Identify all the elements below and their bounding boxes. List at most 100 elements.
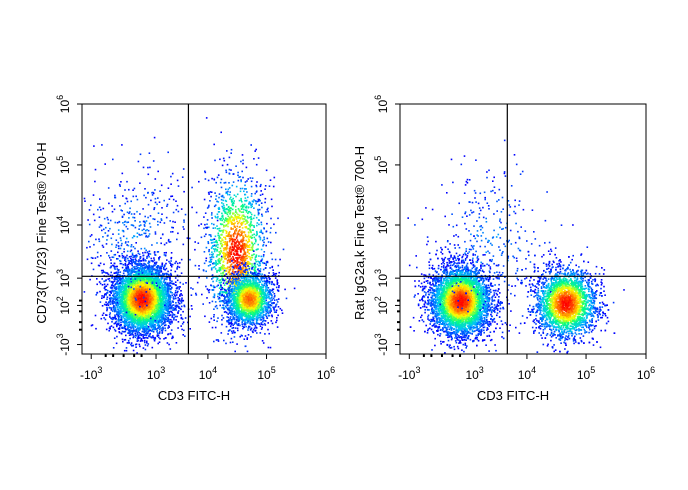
event-dot [137,327,140,330]
event-dot [112,347,115,349]
event-dot [148,293,151,295]
event-dot [180,317,183,320]
event-dot [146,257,148,259]
event-dot [135,311,138,313]
event-dot [119,262,122,265]
event-dot [161,283,163,285]
event-dot [123,310,125,312]
event-dot [136,314,138,317]
event-dot [112,295,115,298]
event-dot [198,276,200,279]
event-dot [179,293,181,296]
event-dot [119,300,121,302]
event-dot [115,324,118,326]
event-dot [158,332,161,334]
event-dot [142,311,144,313]
event-dot [136,287,139,290]
event-dot [180,308,182,311]
event-dot [112,285,114,287]
event-dot [137,297,140,299]
event-dot [131,318,133,321]
event-dot [162,318,164,321]
event-dot [155,274,158,276]
event-dot [164,317,166,320]
event-dot [133,312,135,315]
event-dot [125,266,127,268]
event-dot [146,278,148,280]
event-dot [130,332,133,335]
event-dot [169,321,172,323]
event-dot [168,300,171,302]
event-dot [126,318,128,321]
event-dot [124,299,127,301]
event-dot [131,299,133,302]
event-dot [115,293,118,296]
event-dot [158,341,161,343]
event-dot [130,326,132,328]
event-dot [96,283,98,286]
event-dot [158,331,161,333]
event-dot [145,323,147,326]
event-dot [146,281,149,284]
event-dot [125,316,128,318]
event-dot [156,329,158,331]
event-dot [163,338,165,340]
event-dot [123,319,126,322]
event-dot [116,303,118,305]
event-dot [135,268,137,270]
event-dot [148,250,151,253]
event-dot [90,324,93,327]
event-dot [127,318,129,320]
event-dot [118,301,120,303]
event-dot [115,302,118,304]
event-dot [142,288,144,290]
event-dot [110,265,113,267]
event-dot [158,311,160,314]
event-dot [117,299,119,302]
event-dot [149,295,152,297]
event-dot [136,299,138,301]
event-dot [121,284,124,286]
event-dot [130,329,132,332]
event-dot [110,317,112,319]
event-dot [148,334,151,336]
event-dot [136,352,138,354]
event-dot [128,262,130,264]
event-dot [99,282,102,285]
event-dot [143,292,145,294]
event-dot [134,307,136,310]
event-dot [113,302,115,304]
event-dot [148,290,151,293]
event-dot [145,277,148,279]
event-dot [149,285,152,287]
event-dot [149,277,151,279]
event-dot [166,292,168,295]
event-dot [130,290,132,293]
event-dot [153,301,155,304]
event-dot [146,272,148,274]
event-dot [163,318,166,320]
event-dot [142,347,145,349]
event-dot [148,267,151,269]
event-dot [159,268,161,270]
event-dot [138,253,141,256]
event-dot [161,300,164,302]
event-dot [114,307,117,309]
event-dot [148,282,151,285]
event-dot [176,274,179,277]
event-dot [100,317,103,320]
event-dot [146,310,148,312]
event-dot [163,252,166,254]
event-dot [170,269,172,272]
event-dot [160,295,163,297]
event-dot [113,285,115,287]
event-dot [137,250,139,252]
event-dot [154,299,157,301]
event-dot [118,312,120,315]
event-dot [164,327,166,329]
event-dot [175,302,177,304]
event-dot [154,279,157,281]
event-dot [112,299,115,301]
event-dot [137,268,140,271]
population-1-1 [89,233,200,354]
